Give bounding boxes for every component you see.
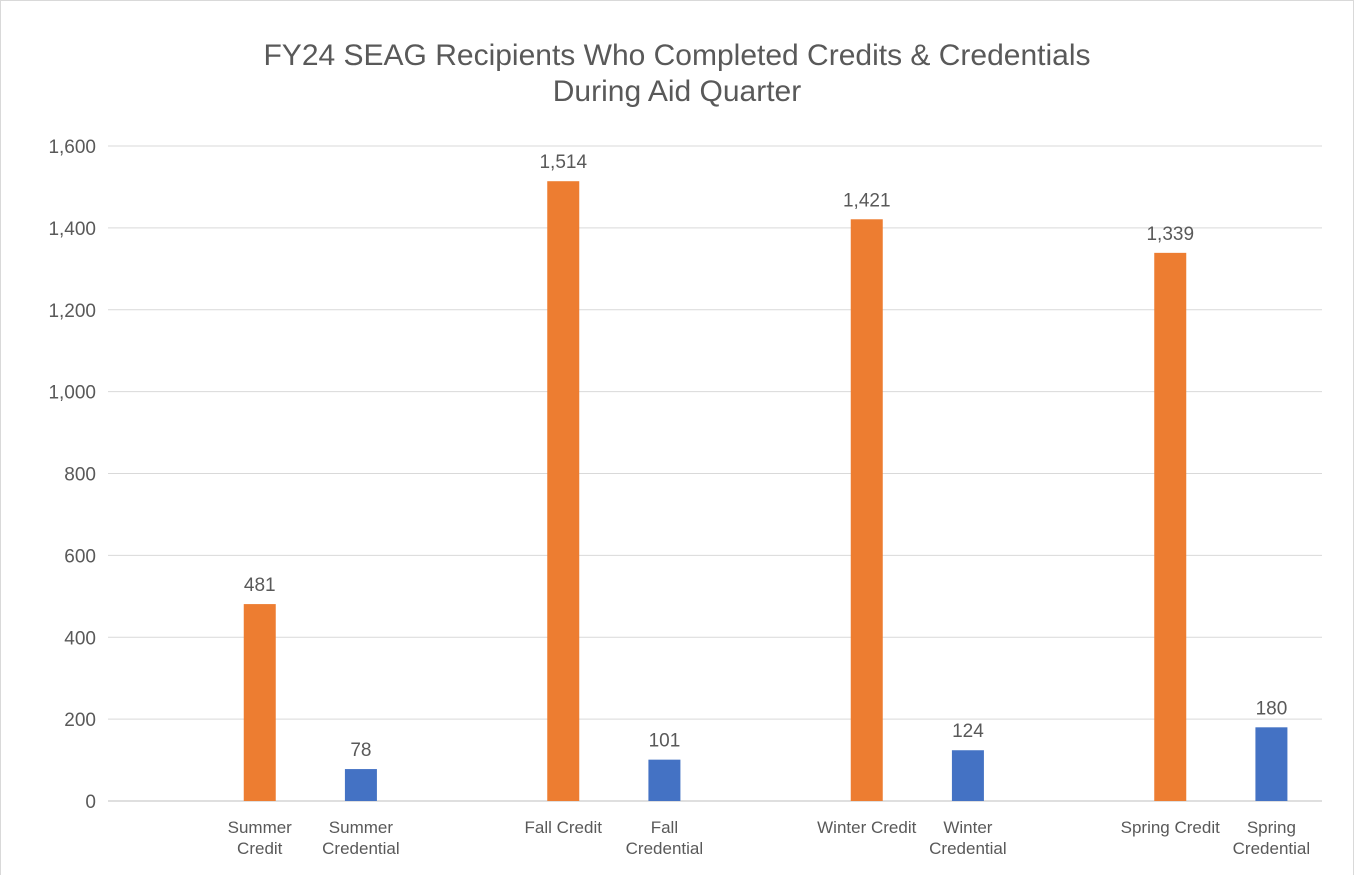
x-tick-label: Fall Credit bbox=[524, 818, 602, 837]
data-label: 101 bbox=[649, 731, 681, 752]
bar bbox=[344, 769, 377, 801]
data-label: 481 bbox=[244, 575, 276, 596]
bar bbox=[1154, 252, 1187, 802]
bar bbox=[1255, 727, 1288, 801]
chart-title: During Aid Quarter bbox=[552, 75, 802, 108]
x-tick-label: Summer Credit bbox=[227, 818, 292, 858]
y-tick-label: 200 bbox=[64, 710, 96, 731]
x-tick-label: Winter Credit bbox=[817, 818, 917, 837]
y-tick-label: 600 bbox=[64, 546, 96, 567]
x-tick-label: Spring Credential bbox=[1232, 818, 1311, 858]
bar bbox=[951, 750, 984, 801]
bar bbox=[648, 759, 681, 801]
y-tick-label: 1,200 bbox=[48, 301, 96, 322]
x-tick-label: Spring Credit bbox=[1120, 818, 1220, 837]
y-tick-label: 0 bbox=[85, 792, 96, 813]
data-label: 180 bbox=[1256, 698, 1288, 719]
data-label: 1,514 bbox=[539, 152, 587, 173]
x-tick-label: Winter Credential bbox=[929, 818, 1007, 858]
x-tick-label: Summer Credential bbox=[322, 818, 400, 858]
data-label: 1,421 bbox=[843, 190, 891, 211]
data-label: 78 bbox=[350, 740, 371, 761]
y-tick-label: 800 bbox=[64, 465, 96, 486]
y-tick-label: 1,400 bbox=[48, 219, 96, 240]
chart-title: FY24 SEAG Recipients Who Completed Credi… bbox=[263, 39, 1091, 72]
x-tick-label: Fall Credential bbox=[625, 818, 704, 858]
bar bbox=[850, 219, 883, 801]
bar bbox=[243, 604, 276, 801]
data-label: 124 bbox=[952, 721, 984, 742]
y-tick-label: 1,000 bbox=[48, 383, 96, 404]
bar bbox=[547, 181, 580, 802]
y-tick-label: 1,600 bbox=[48, 137, 96, 158]
y-tick-label: 400 bbox=[64, 628, 96, 649]
data-label: 1,339 bbox=[1146, 224, 1194, 245]
